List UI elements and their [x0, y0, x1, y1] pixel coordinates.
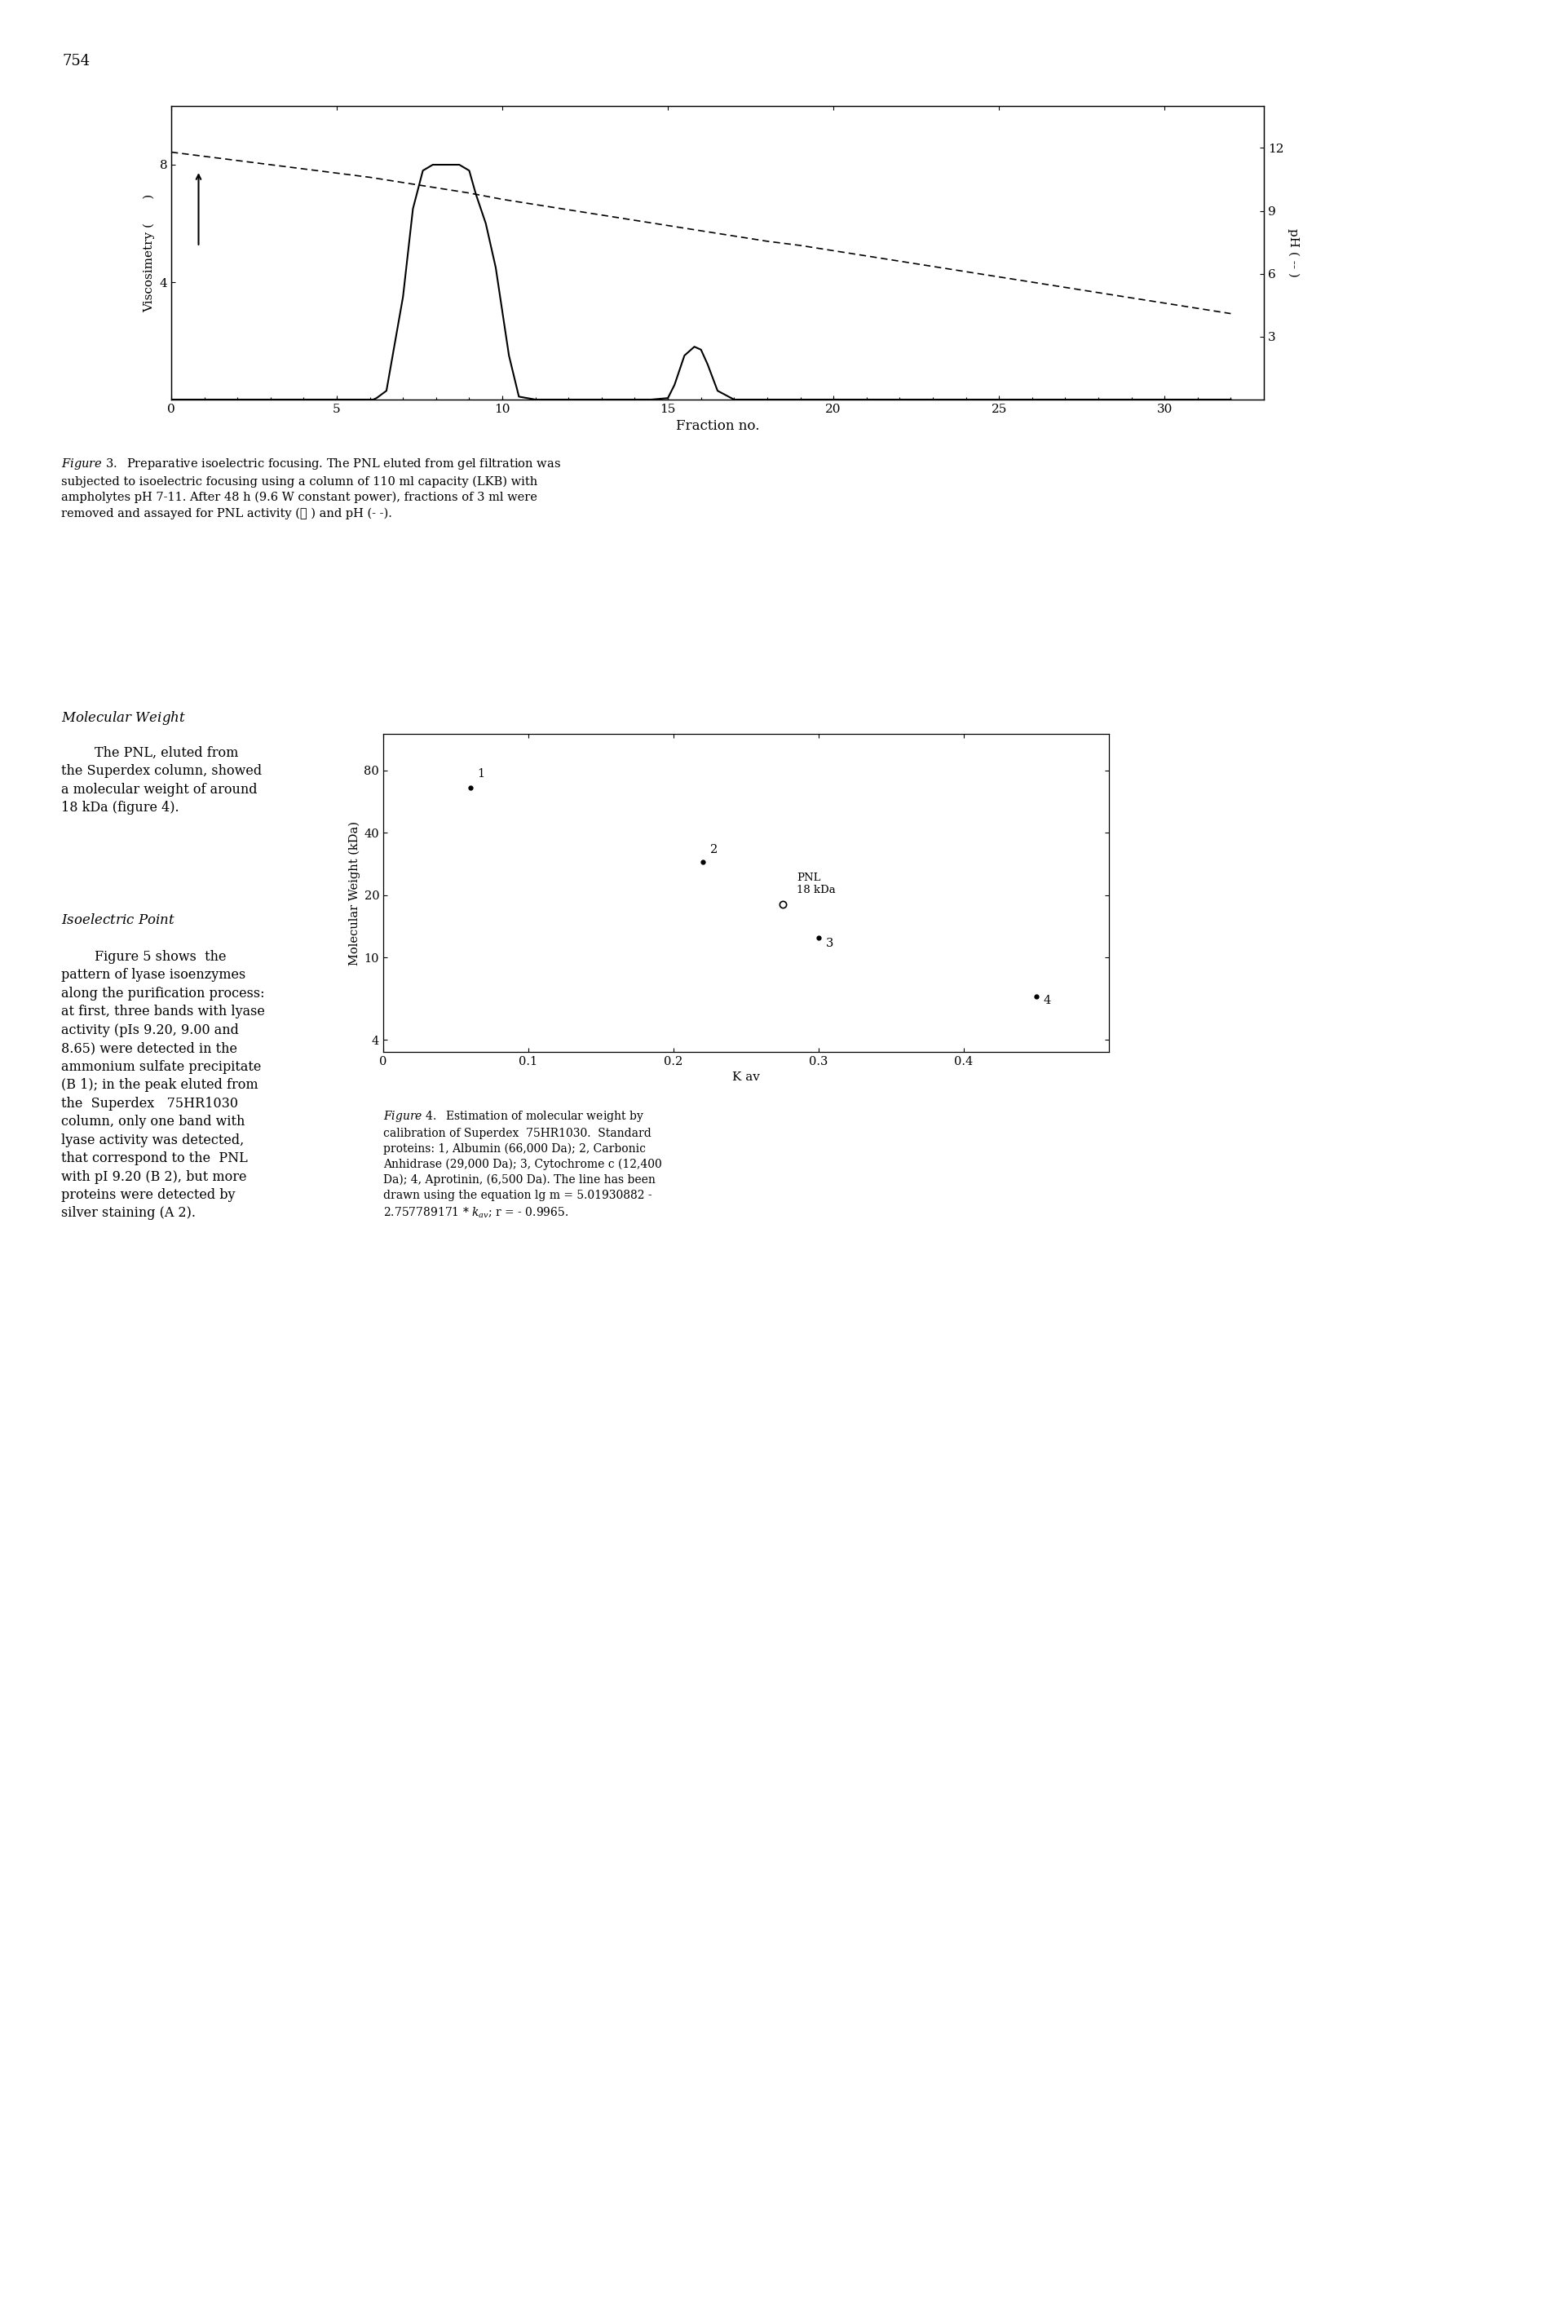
Text: $\it{Molecular\ Weight}$: $\it{Molecular\ Weight}$: [61, 709, 187, 727]
Text: 1: 1: [478, 769, 485, 781]
Text: $\it{Figure\ 4.}$  Estimation of molecular weight by
calibration of Superdex  75: $\it{Figure\ 4.}$ Estimation of molecula…: [383, 1109, 662, 1220]
X-axis label: Fraction no.: Fraction no.: [676, 418, 759, 432]
X-axis label: K av: K av: [732, 1071, 760, 1083]
Text: 4: 4: [1044, 995, 1051, 1006]
Text: The PNL, eluted from
the Superdex column, showed
a molecular weight of around
18: The PNL, eluted from the Superdex column…: [61, 746, 262, 816]
Text: 754: 754: [63, 53, 91, 67]
Text: Figure 5 shows  the
pattern of lyase isoenzymes
along the purification process:
: Figure 5 shows the pattern of lyase isoe…: [61, 951, 265, 1220]
Text: 3: 3: [826, 937, 834, 948]
Text: $\it{Isoelectric\ Point}$: $\it{Isoelectric\ Point}$: [61, 913, 176, 927]
Y-axis label: pH ( -- ): pH ( -- ): [1287, 228, 1300, 277]
Text: $\it{Figure\ 3.}$  Preparative isoelectric focusing. The PNL eluted from gel fil: $\it{Figure\ 3.}$ Preparative isoelectri…: [61, 456, 561, 518]
Y-axis label: Molecular Weight (kDa): Molecular Weight (kDa): [348, 820, 361, 964]
Y-axis label: Viscosimetry (      ): Viscosimetry ( ): [143, 193, 155, 311]
Text: 2: 2: [710, 844, 717, 855]
Text: PNL
18 kDa: PNL 18 kDa: [797, 872, 836, 895]
